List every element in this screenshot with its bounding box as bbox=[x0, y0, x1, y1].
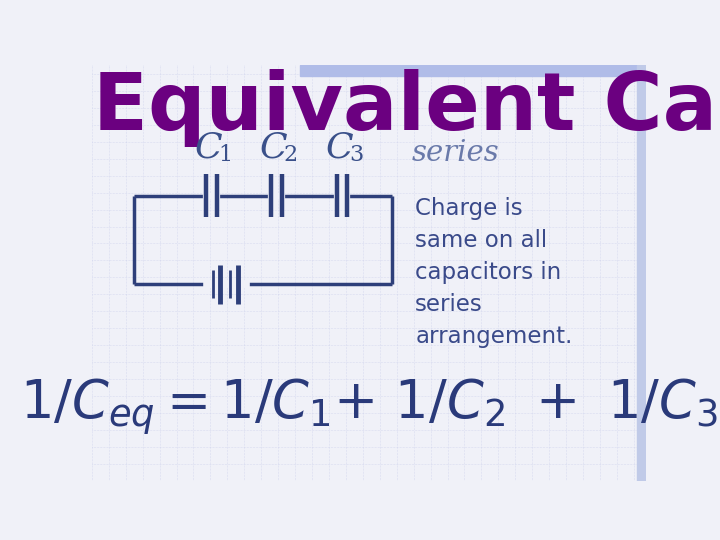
Text: Charge is
same on all
capacitors in
series
arrangement.: Charge is same on all capacitors in seri… bbox=[415, 197, 572, 348]
Text: series: series bbox=[411, 139, 499, 167]
Text: C: C bbox=[325, 131, 353, 165]
Text: 3: 3 bbox=[349, 144, 363, 166]
Bar bbox=[637, 65, 647, 481]
Text: 2: 2 bbox=[284, 144, 297, 166]
Text: $1/C_{eq} = 1/C_1 {+}\ 1/C_2\ +\ 1/C_3$: $1/C_{eq} = 1/C_1 {+}\ 1/C_2\ +\ 1/C_3$ bbox=[20, 377, 718, 438]
Bar bbox=[300, 65, 647, 76]
Text: C: C bbox=[194, 131, 222, 165]
Text: Equivalent Capacitance: Equivalent Capacitance bbox=[94, 69, 720, 147]
Text: C: C bbox=[260, 131, 287, 165]
Text: 1: 1 bbox=[218, 144, 233, 166]
